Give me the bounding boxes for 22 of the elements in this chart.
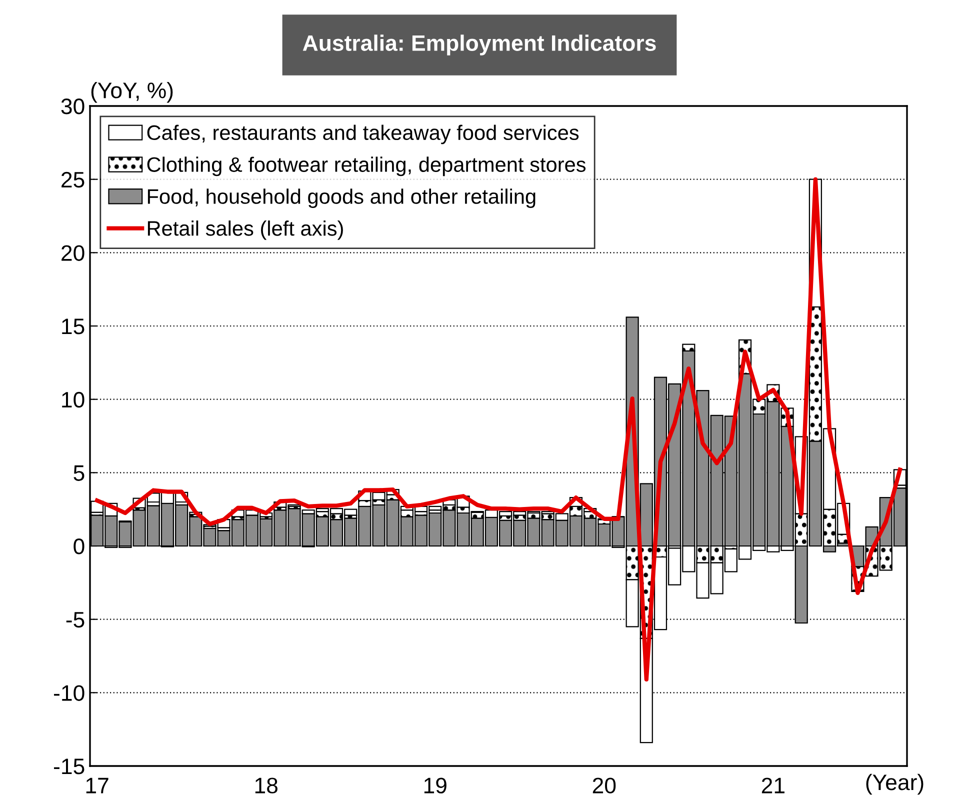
x-tick-label: 20 <box>592 778 616 794</box>
y-tick-label: -5 <box>66 612 84 628</box>
x-tick-label: 21 <box>762 778 784 794</box>
y-tick-label: -15 <box>54 758 84 774</box>
y-tick-label: 0 <box>74 538 84 554</box>
legend-label: Retail sales (left axis) <box>148 220 343 240</box>
y-tick-label: 10 <box>62 392 84 408</box>
y-tick-label: 30 <box>61 98 84 114</box>
legend-label: Clothing & footwear retailing, department stores <box>147 156 586 176</box>
y-tick-label: 25 <box>62 172 84 188</box>
legend-label: Food, household goods and other retailing <box>148 188 536 208</box>
y-axis-title: (YoY, %) <box>91 82 173 103</box>
legend-label: Cafes, restaurants and takeaway food services <box>147 124 579 144</box>
y-tick-label: 20 <box>62 245 84 261</box>
y-tick-label: 15 <box>62 318 84 334</box>
x-tick-label: 19 <box>424 778 446 794</box>
y-tick-label: 5 <box>74 465 84 481</box>
x-axis-title: (Year) <box>866 774 924 795</box>
x-tick-label: 17 <box>86 778 108 794</box>
chart-title: Australia: Employment Indicators <box>302 34 656 56</box>
y-tick-label: -10 <box>54 685 84 701</box>
x-tick-label: 18 <box>255 778 278 794</box>
